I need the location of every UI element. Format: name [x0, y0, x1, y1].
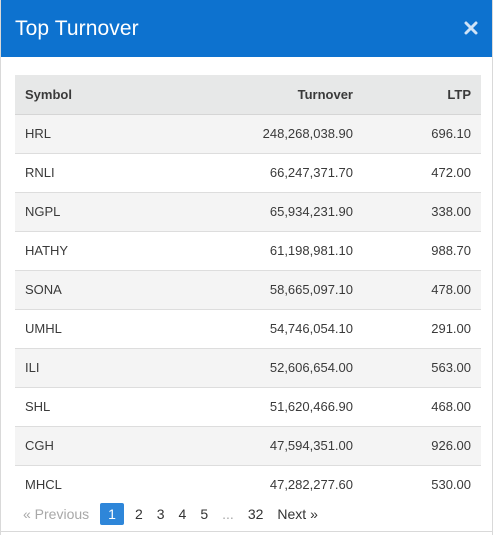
- cell-turnover: 47,282,277.60: [269, 477, 353, 493]
- page-button-last[interactable]: 32: [247, 506, 264, 522]
- modal-title: Top Turnover: [15, 16, 139, 40]
- cell-turnover: 52,606,654.00: [165, 348, 353, 388]
- next-page-button[interactable]: Next »: [277, 506, 318, 522]
- table-row[interactable]: SONA 58,665,097.10 478.00: [15, 270, 481, 310]
- page-button-5[interactable]: 5: [200, 506, 209, 522]
- cell-turnover: 248,268,038.90: [165, 114, 353, 154]
- cell-turnover: 65,934,231.90: [165, 192, 353, 232]
- cell-ltp: 530.00: [431, 477, 471, 493]
- page-button-3[interactable]: 3: [156, 506, 165, 522]
- table-row[interactable]: SHL 51,620,466.90 468.00: [15, 387, 481, 427]
- cell-symbol[interactable]: CGH: [15, 426, 165, 466]
- table-row[interactable]: RNLI 66,247,371.70 472.00: [15, 153, 481, 193]
- table-row[interactable]: HATHY 61,198,981.10 988.70: [15, 231, 481, 271]
- page-button-1[interactable]: 1: [100, 503, 124, 525]
- cell-turnover: 66,247,371.70: [165, 153, 353, 193]
- cell-symbol[interactable]: HATHY: [15, 231, 165, 271]
- close-button[interactable]: [462, 17, 480, 39]
- column-header-turnover[interactable]: Turnover: [165, 75, 353, 115]
- cell-ltp: 478.00: [353, 270, 481, 310]
- previous-page-button[interactable]: « Previous: [23, 506, 90, 522]
- table-row[interactable]: UMHL 54,746,054.10 291.00: [15, 309, 481, 349]
- cell-ltp: 988.70: [353, 231, 481, 271]
- cell-symbol[interactable]: MHCL: [25, 477, 62, 493]
- cell-symbol[interactable]: UMHL: [15, 309, 165, 349]
- cell-ltp: 696.10: [353, 114, 481, 154]
- column-header-symbol[interactable]: Symbol: [15, 75, 165, 115]
- cell-ltp: 338.00: [353, 192, 481, 232]
- cell-symbol[interactable]: RNLI: [15, 153, 165, 193]
- table-row[interactable]: NGPL 65,934,231.90 338.00: [15, 192, 481, 232]
- cell-ltp: 926.00: [353, 426, 481, 466]
- page-button-2[interactable]: 2: [134, 506, 143, 522]
- modal-body: Symbol Turnover LTP HRL 248,268,038.90 696…: [1, 57, 492, 504]
- modal-bottom-divider: [1, 531, 492, 532]
- table-row[interactable]: MHCL 47,282,277.60 530.00: [15, 465, 481, 504]
- table-row[interactable]: ILI 52,606,654.00 563.00: [15, 348, 481, 388]
- cell-symbol[interactable]: ILI: [15, 348, 165, 388]
- cell-symbol[interactable]: SHL: [15, 387, 165, 427]
- cell-turnover: 47,594,351.00: [165, 426, 353, 466]
- column-header-ltp[interactable]: LTP: [353, 75, 481, 115]
- pagination-ellipsis: ...: [222, 506, 234, 522]
- cell-ltp: 291.00: [353, 309, 481, 349]
- page-button-4[interactable]: 4: [178, 506, 187, 522]
- table-row[interactable]: HRL 248,268,038.90 696.10: [15, 114, 481, 154]
- cell-turnover: 61,198,981.10: [165, 231, 353, 271]
- cell-symbol[interactable]: SONA: [15, 270, 165, 310]
- cell-ltp: 563.00: [353, 348, 481, 388]
- cell-turnover: 58,665,097.10: [165, 270, 353, 310]
- cell-symbol[interactable]: HRL: [15, 114, 165, 154]
- cell-ltp: 472.00: [353, 153, 481, 193]
- cell-symbol[interactable]: NGPL: [15, 192, 165, 232]
- cell-ltp: 468.00: [353, 387, 481, 427]
- close-icon: [464, 21, 478, 35]
- pagination: « Previous 1 2 3 4 5 ... 32 Next »: [23, 503, 325, 525]
- table-row[interactable]: CGH 47,594,351.00 926.00: [15, 426, 481, 466]
- cell-turnover: 54,746,054.10: [165, 309, 353, 349]
- turnover-table: Symbol Turnover LTP HRL 248,268,038.90 696…: [15, 75, 481, 504]
- cell-turnover: 51,620,466.90: [165, 387, 353, 427]
- modal-header: Top Turnover: [1, 0, 492, 57]
- table-header-row: Symbol Turnover LTP: [15, 75, 481, 115]
